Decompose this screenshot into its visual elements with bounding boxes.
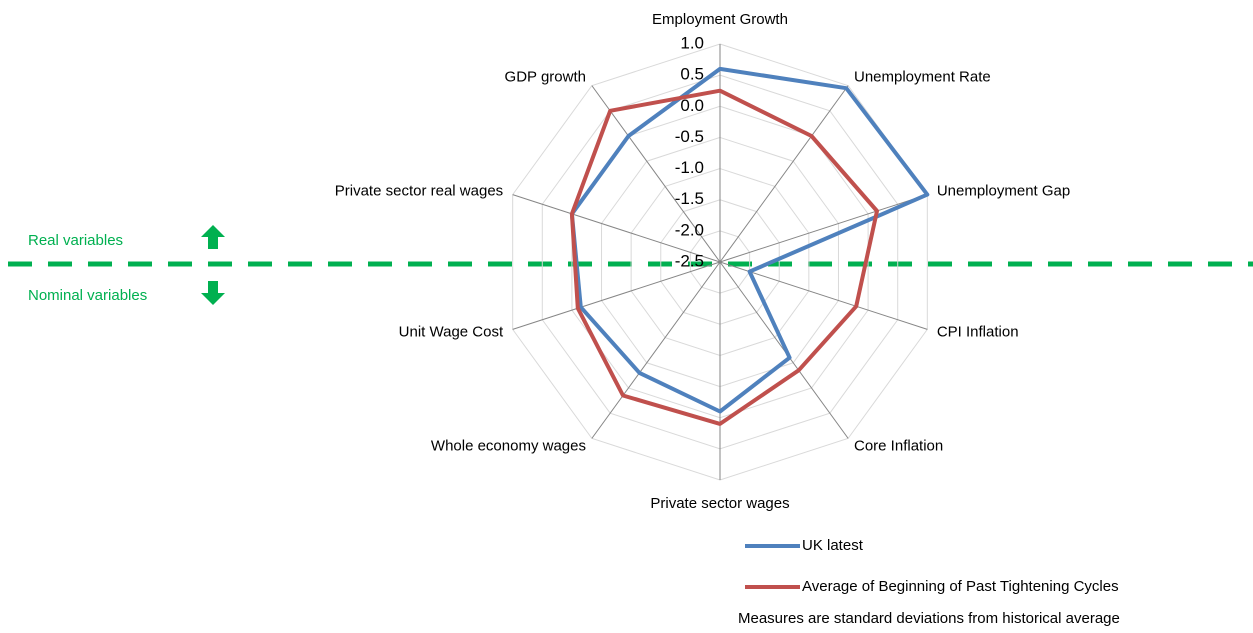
legend-label: UK latest: [802, 537, 864, 554]
tick-label: -1.0: [675, 158, 704, 177]
axis-label: Unemployment Rate: [854, 69, 991, 86]
axis-label: Unit Wage Cost: [399, 323, 504, 340]
up-arrow: [201, 225, 225, 249]
note: Measures are standard deviations from hi…: [738, 610, 1120, 627]
spoke: [719, 261, 928, 330]
tick-label: -1.5: [675, 189, 704, 208]
spoke: [719, 194, 928, 263]
axis-label: Core Inflation: [854, 437, 943, 454]
axis-label: Private sector real wages: [335, 183, 503, 200]
tick-label: 0.0: [680, 96, 704, 115]
annotation: Nominal variables: [28, 287, 147, 304]
spoke: [512, 261, 721, 330]
spoke: [719, 85, 849, 263]
tick-label: 0.5: [680, 65, 704, 84]
tick-label: 1.0: [680, 33, 704, 52]
axis-label: CPI Inflation: [937, 323, 1019, 340]
axis-label: Whole economy wages: [431, 437, 586, 454]
legend-label: Average of Beginning of Past Tightening …: [802, 578, 1119, 595]
spoke: [591, 261, 721, 439]
axis-label: Unemployment Gap: [937, 183, 1070, 200]
annotation: Real variables: [28, 232, 123, 249]
tick-label: -0.5: [675, 127, 704, 146]
down-arrow: [201, 281, 225, 305]
spoke: [591, 85, 721, 263]
tick-label: -2.0: [675, 220, 704, 239]
axis-label: GDP growth: [505, 69, 586, 86]
spoke: [512, 194, 721, 263]
series-line: [569, 66, 930, 414]
series-line: [569, 88, 879, 426]
tick-label: -2.5: [675, 251, 704, 270]
axis-label: Employment Growth: [652, 11, 788, 28]
axis-label: Private sector wages: [650, 495, 789, 512]
